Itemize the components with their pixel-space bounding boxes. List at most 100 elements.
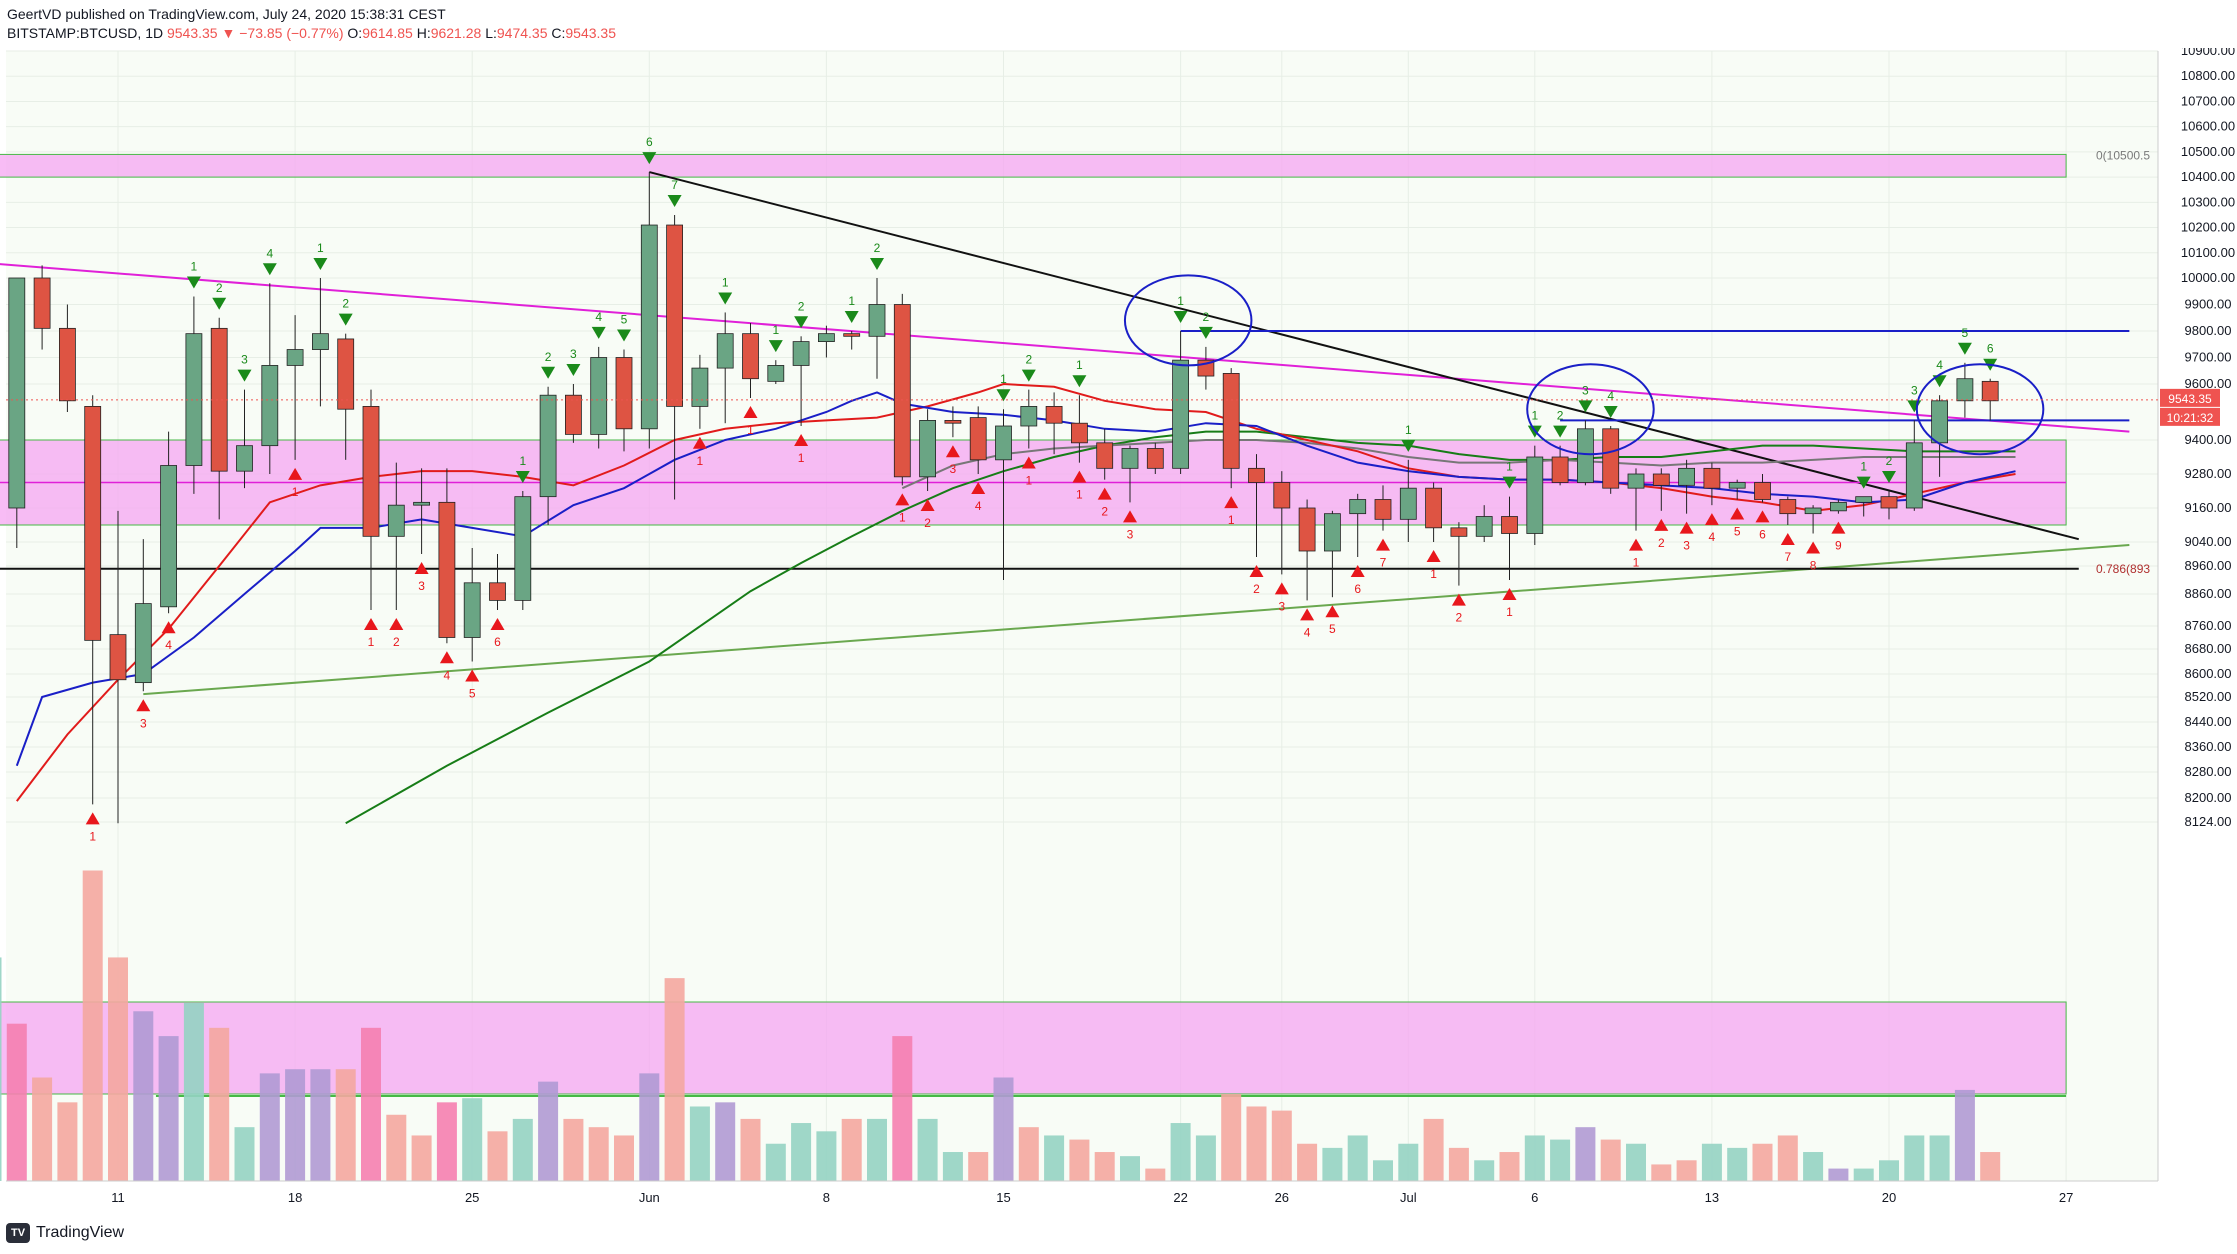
volume-bar	[1018, 1127, 1039, 1181]
buy-setup-count: 1	[798, 451, 805, 465]
candle-body	[1172, 359, 1189, 469]
sell-setup-count: 3	[570, 347, 577, 361]
volume-bar	[512, 1118, 533, 1181]
buy-setup-count: 2	[1658, 536, 1665, 550]
y-tick-label: 8360.00	[2185, 739, 2232, 754]
sell-setup-marker	[1603, 406, 1618, 418]
resistance-zone	[0, 153, 2067, 178]
volume-bar	[487, 1131, 508, 1181]
candle-body	[1450, 527, 1468, 537]
y-tick-label: 10600.00	[2181, 119, 2235, 134]
sell-setup-marker	[591, 326, 606, 339]
buy-setup-marker	[794, 434, 809, 446]
candle-body	[1627, 473, 1645, 489]
sell-setup-marker	[338, 313, 353, 326]
sell-setup-marker	[1553, 425, 1568, 438]
ema-grey-line	[901, 439, 2016, 490]
y-tick-label: 10200.00	[2181, 220, 2235, 235]
sell-setup-count: 1	[1405, 423, 1412, 437]
buy-setup-marker	[136, 699, 151, 712]
trend-line-magenta	[0, 263, 2130, 433]
candle-body	[387, 504, 405, 537]
buy-setup-marker	[85, 812, 100, 825]
y-tick-label: 9400.00	[2185, 432, 2232, 447]
volume-bar	[1575, 1127, 1596, 1181]
candle-body	[160, 465, 178, 608]
volume-bar	[892, 1036, 913, 1181]
x-tick-label: 6	[1531, 1190, 1538, 1205]
candle-body	[615, 357, 633, 430]
y-tick-label: 10900.00	[2181, 48, 2235, 58]
candle-body	[1931, 400, 1948, 444]
volume-bar	[285, 1069, 306, 1181]
y-tick-label: 8960.00	[2185, 558, 2232, 573]
candle-body	[565, 394, 582, 435]
symbol-info: BITSTAMP:BTCUSD, 1D 9543.35 ▼ −73.85 (−0…	[7, 25, 616, 41]
candle-body	[33, 277, 51, 329]
candle-body	[337, 338, 355, 410]
candle-body	[1728, 482, 1746, 489]
volume-bar	[0, 957, 2, 1181]
volume-zone	[0, 1001, 2067, 1095]
candle-body	[8, 277, 26, 509]
volume-bar	[209, 1027, 230, 1181]
volume-bar	[1879, 1160, 1899, 1181]
candle-body	[210, 327, 228, 472]
candle-body	[134, 603, 152, 684]
buy-setup-marker	[1224, 496, 1239, 509]
volume-bar	[1600, 1139, 1621, 1181]
sell-setup-count: 1	[1177, 294, 1184, 308]
x-tick-label: 26	[1275, 1190, 1289, 1205]
volume-bar	[310, 1069, 331, 1181]
buy-setup-count: 1	[1025, 474, 1032, 488]
buy-setup-count: 4	[1304, 625, 1311, 639]
sell-setup-count: 1	[772, 323, 779, 337]
candle-body	[1045, 405, 1063, 424]
candle-body	[1501, 516, 1518, 534]
time-axis[interactable]: 11 18 25 Jun 8 15 22 26 Jul 6 13 20 27	[6, 1180, 2158, 1205]
sell-setup-marker	[541, 366, 556, 379]
x-tick-label: 22	[1173, 1190, 1187, 1205]
trend-line-black	[649, 171, 2079, 541]
volume-bar	[259, 1073, 280, 1181]
buy-setup-marker	[1629, 538, 1643, 551]
buy-setup-count: 5	[469, 687, 476, 701]
candle-body	[1146, 448, 1164, 469]
sell-setup-count: 1	[1076, 358, 1083, 372]
candle-body	[1298, 507, 1316, 552]
buy-setup-marker	[465, 669, 480, 682]
candle-body	[438, 501, 456, 638]
volume-bar	[816, 1131, 837, 1181]
x-tick-label: Jul	[1400, 1190, 1417, 1205]
sell-setup-count: 1	[1000, 372, 1007, 386]
y-tick-label: 8760.00	[2185, 618, 2232, 633]
volume-bar	[158, 1036, 179, 1181]
sell-setup-marker	[718, 292, 733, 305]
volume-bar	[234, 1127, 255, 1181]
candle-body	[539, 394, 557, 498]
volume-bar	[1980, 1152, 2001, 1181]
sell-setup-count: 1	[1531, 409, 1538, 423]
buy-setup-count: 7	[1380, 556, 1387, 570]
volume-bar	[715, 1102, 736, 1181]
countdown-label: 10:21:32	[2167, 411, 2214, 425]
tradingview-logo[interactable]: TV TradingView	[6, 1223, 124, 1243]
candle-body	[1880, 496, 1898, 509]
volume-bar	[82, 870, 103, 1181]
candle-body	[640, 224, 658, 430]
buy-setup-marker	[895, 493, 910, 506]
sell-setup-marker	[1401, 439, 1416, 452]
buy-setup-count: 8	[1810, 559, 1817, 573]
sell-setup-count: 6	[646, 135, 653, 149]
buy-setup-count: 2	[1253, 582, 1260, 596]
buy-setup-count: 3	[950, 462, 957, 476]
price-axis[interactable]: 10900.00 10800.00 10700.00 10600.00 10500.00…	[2157, 48, 2237, 1181]
sell-setup-count: 4	[1936, 358, 1943, 372]
volume-bars	[0, 870, 2001, 1181]
symbol-name[interactable]: BITSTAMP:BTCUSD, 1D	[7, 25, 164, 41]
candle-body	[1374, 499, 1392, 520]
buy-setup-count: 9	[1835, 539, 1842, 553]
sell-setup-count: 2	[1886, 454, 1893, 468]
sell-setup-count: 1	[519, 454, 526, 468]
